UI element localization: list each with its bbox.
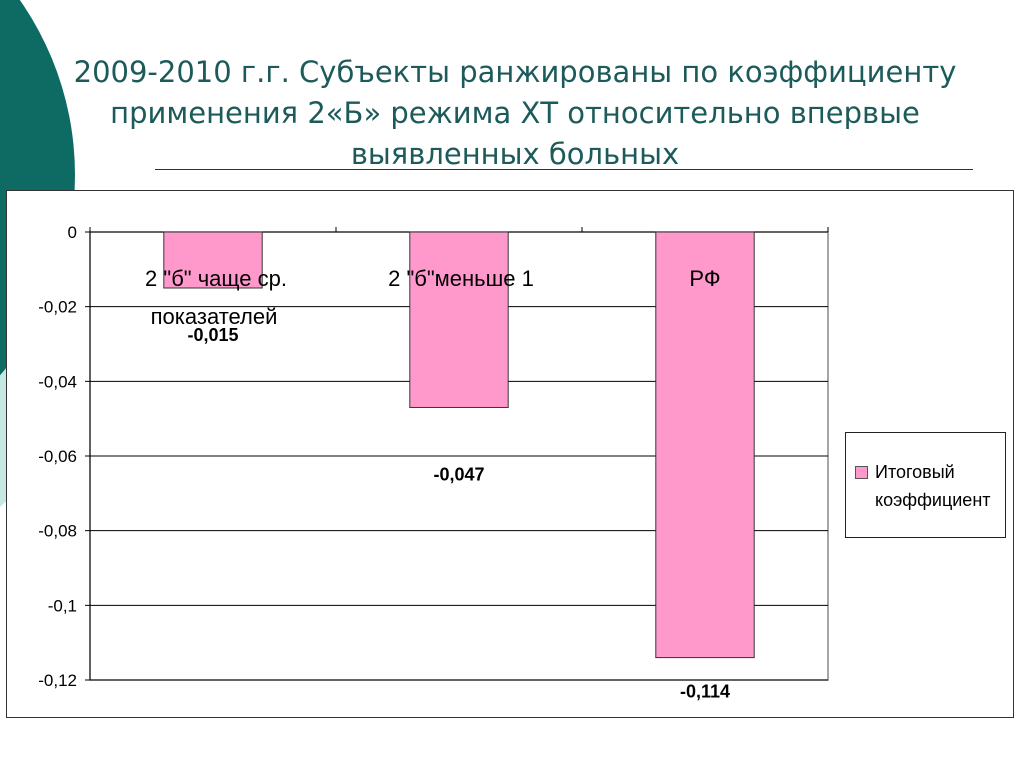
legend-swatch [855, 466, 868, 479]
y-tick-label: -0,02 [38, 298, 77, 317]
category-label: РФ [689, 266, 720, 291]
y-tick-label: 0 [68, 223, 77, 242]
bar [163, 231, 263, 289]
bar [409, 231, 509, 408]
y-tick-label: -0,08 [38, 522, 77, 541]
data-label: -0,047 [433, 464, 484, 484]
category-label: 2 "б" чаще ср. [145, 266, 287, 291]
category-label: показателей [151, 304, 278, 329]
category-label: 2 "б"меньше 1 [388, 266, 534, 291]
y-tick-label: -0,04 [38, 372, 77, 391]
bar-chart: 0 -0,02 -0,04 -0,06 -0,08 -0,1 -0,12 -0,015 -0,0… [38, 223, 829, 702]
bar [655, 231, 755, 659]
y-tick-label: -0,06 [38, 447, 77, 466]
y-tick-label: -0,1 [48, 596, 77, 615]
y-tick-label: -0,12 [38, 671, 77, 690]
chart-legend: Итоговый коэффициент [845, 432, 1006, 538]
legend-label: Итоговый коэффициент [875, 462, 991, 510]
title-underline [155, 169, 973, 170]
data-label: -0,015 [187, 325, 238, 345]
slide-title: 2009-2010 г.г. Субъекты ранжированы по к… [73, 55, 957, 171]
data-label: -0,114 [680, 682, 730, 702]
